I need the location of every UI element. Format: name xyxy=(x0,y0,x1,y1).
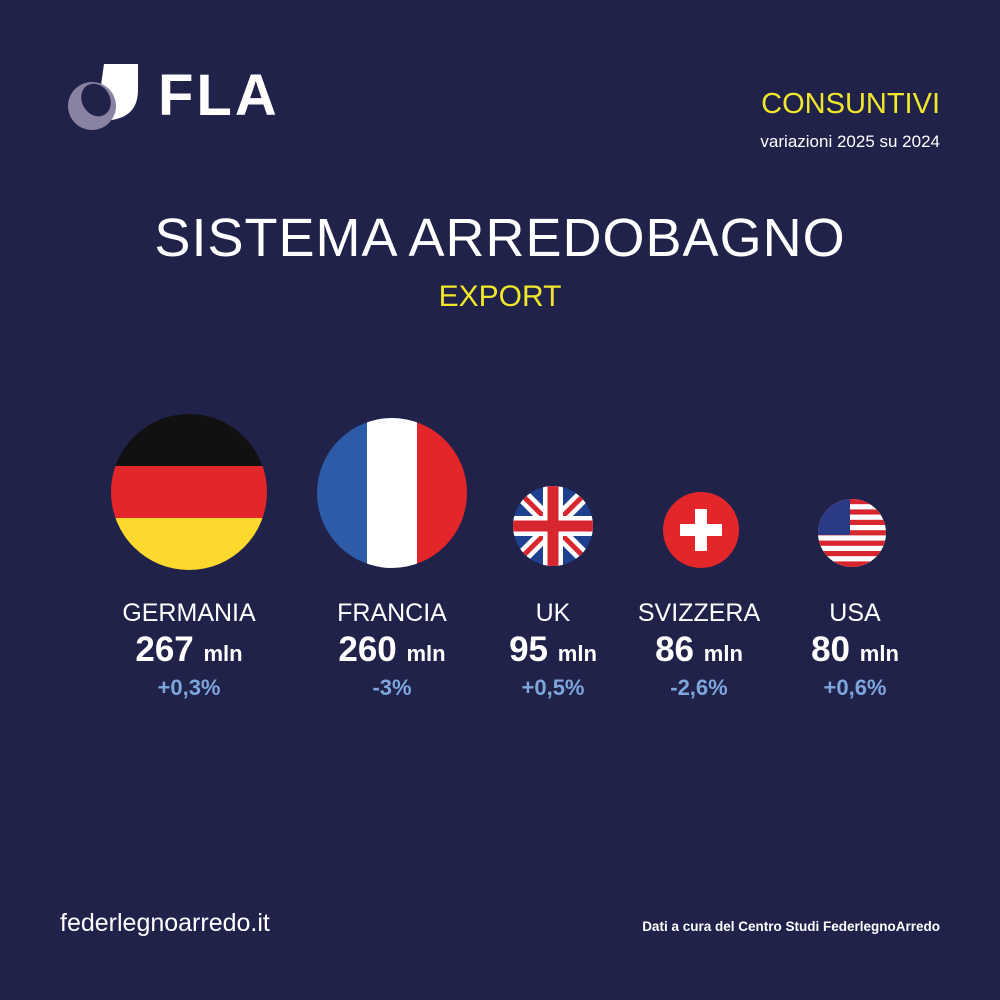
value-unit: mln xyxy=(703,641,743,666)
change-percent: -3% xyxy=(372,675,412,700)
value-unit: mln xyxy=(406,641,446,666)
value-number: 86 xyxy=(655,630,695,669)
website-link[interactable]: federlegnoarredo.it xyxy=(60,909,270,937)
change-percent: +0,6% xyxy=(823,675,887,700)
value-number: 80 xyxy=(811,630,851,669)
country-name: UK xyxy=(535,599,571,627)
country-name: USA xyxy=(829,599,881,627)
header-subtitle: variazioni 2025 su 2024 xyxy=(760,132,940,151)
export-value: 86 mln xyxy=(599,630,799,674)
switzerland-flag-icon xyxy=(663,492,739,568)
country-uk: UK 95 mln +0,5% xyxy=(453,598,653,702)
country-svizzera: SVIZZERA 86 mln -2,6% xyxy=(599,598,799,702)
change-percent: +0,5% xyxy=(521,675,585,700)
source-credit: Dati a cura del Centro Studi FederlegnoA… xyxy=(642,919,940,934)
page-subtitle: EXPORT xyxy=(438,280,562,313)
value-unit: mln xyxy=(859,641,899,666)
country-name: FRANCIA xyxy=(337,599,447,627)
export-value: 260 mln xyxy=(292,630,492,674)
page-title: SISTEMA ARREDOBAGNO xyxy=(154,208,846,268)
value-number: 267 xyxy=(135,630,194,669)
export-value: 267 mln xyxy=(89,630,289,674)
value-unit: mln xyxy=(557,641,597,666)
change-percent: -2,6% xyxy=(670,675,728,700)
export-value: 80 mln xyxy=(755,630,955,674)
export-value: 95 mln xyxy=(453,630,653,674)
value-number: 95 xyxy=(509,630,549,669)
usa-flag-icon xyxy=(818,499,886,567)
header-label: CONSUNTIVI xyxy=(761,88,940,120)
value-unit: mln xyxy=(203,641,243,666)
country-germania: GERMANIA 267 mln +0,3% xyxy=(89,598,289,702)
france-flag-icon xyxy=(317,418,467,568)
country-name: SVIZZERA xyxy=(637,599,761,627)
uk-flag-icon xyxy=(513,486,593,566)
logo-text: FLA xyxy=(158,63,280,128)
fla-logo-icon xyxy=(68,64,138,130)
country-name: GERMANIA xyxy=(122,599,256,627)
germany-flag-icon xyxy=(111,414,267,570)
change-percent: +0,3% xyxy=(157,675,221,700)
value-number: 260 xyxy=(338,630,397,669)
country-usa: USA 80 mln +0,6% xyxy=(755,598,955,702)
country-francia: FRANCIA 260 mln -3% xyxy=(292,598,492,702)
